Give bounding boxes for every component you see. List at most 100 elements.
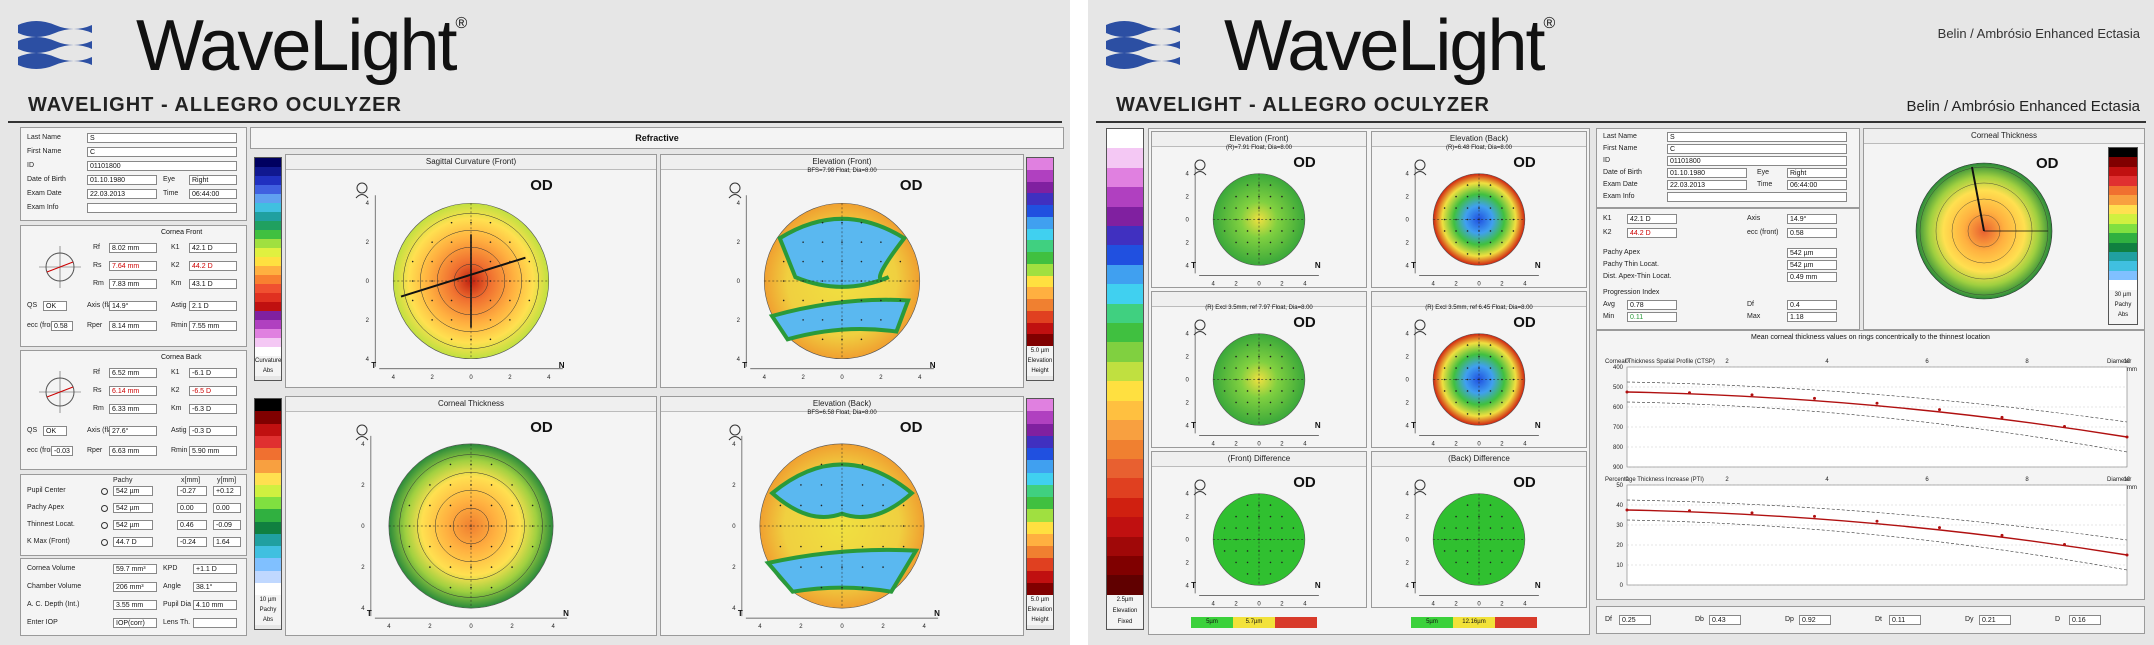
- data-point: [1875, 401, 1879, 405]
- temporal-label: T: [1411, 581, 1417, 590]
- pachy-value: 542 µm: [113, 486, 153, 496]
- svg-text:2: 2: [1454, 601, 1458, 607]
- indices-bar: Df 0.25 Db 0.43 Dp 0.92 Dt 0.11 Dy 0.21 D 0.16: [1596, 606, 2145, 634]
- head-view-icon[interactable]: [1191, 478, 1209, 496]
- patient-field-value[interactable]: 01101800: [87, 161, 237, 171]
- map-axes: 4 4 2 2 0 0 2 2 4 4: [361, 435, 568, 630]
- head-view-icon[interactable]: [726, 181, 744, 199]
- head-view-icon[interactable]: [1411, 318, 1429, 336]
- map-elevation-front[interactable]: Elevation (Front) BFS=7.98 Float, Dia=8.0…: [660, 154, 1024, 388]
- time-value[interactable]: 06:44:00: [189, 189, 237, 199]
- ectasia-map[interactable]: Elevation (Front) (R)=7.91 Float, Dia=8.0…: [1151, 131, 1367, 288]
- patient-field-value[interactable]: S: [87, 133, 237, 143]
- scale-swatch: [1027, 533, 1053, 546]
- svg-text:4: 4: [1523, 441, 1527, 447]
- ectasia-map[interactable]: (Front) Difference 4 4 2 2 0 0 2 2 4 4 OD T N: [1151, 451, 1367, 608]
- svg-text:2: 2: [1185, 355, 1189, 361]
- map-title: [1152, 292, 1366, 307]
- patient-field-value[interactable]: [1667, 192, 1847, 202]
- scale-swatch: [1027, 275, 1053, 288]
- topography-map[interactable]: 4 4 2 2 0 0 2 2 4 4: [1372, 308, 1586, 447]
- scale-swatch: [255, 158, 281, 167]
- topography-map[interactable]: 4 4 2 2 0 0 2 2 4 4: [1152, 468, 1366, 607]
- eye-od-label: OD: [530, 419, 553, 436]
- thickness-map-box[interactable]: Corneal Thickness OD 30 µm Pachy Abs: [1863, 128, 2145, 330]
- eye-value[interactable]: Right: [1787, 168, 1847, 178]
- temporal-label: T: [1411, 421, 1417, 430]
- svg-text:4: 4: [1405, 172, 1409, 178]
- head-view-icon[interactable]: [1191, 158, 1209, 176]
- svg-text:2: 2: [430, 375, 434, 381]
- scale-swatch: [1107, 129, 1143, 149]
- scale-swatch: [1107, 536, 1143, 556]
- map-sagittal[interactable]: Sagittal Curvature (Front) 4 4 2 2 0 0 2 2 4 4 OD T N: [285, 154, 657, 388]
- topography-map[interactable]: 4 4 2 2 0 0 2 2 4 4: [1152, 308, 1366, 447]
- elevation-scale: 2.5µm Elevation Fixed: [1106, 128, 1144, 630]
- head-view-icon[interactable]: [726, 423, 744, 441]
- scale-swatch: [1107, 226, 1143, 246]
- thickness-map[interactable]: [1864, 145, 2094, 329]
- map-elevation-back[interactable]: Elevation (Back) BFS=6.58 Float, Dia=8.00…: [660, 396, 1024, 636]
- time-value[interactable]: 06:44:00: [1787, 180, 1847, 190]
- temporal-label: T: [1191, 261, 1197, 270]
- eye-value[interactable]: Right: [189, 175, 237, 185]
- patient-field-value[interactable]: C: [87, 147, 237, 157]
- report-title: Belin / Ambrósio Enhanced Ectasia: [1906, 98, 2140, 115]
- ectasia-map[interactable]: (R) Excl 3.5mm, ref 7.97 Float, Dia=8.00…: [1151, 291, 1367, 448]
- svg-text:4: 4: [1303, 441, 1307, 447]
- head-view-icon[interactable]: [1411, 158, 1429, 176]
- svg-text:4: 4: [1185, 583, 1189, 589]
- patient-field-value[interactable]: 01101800: [1667, 156, 1847, 166]
- extra-value[interactable]: IOP(corr): [113, 618, 157, 628]
- topography-map[interactable]: 4 4 2 2 0 0 2 2 4 4: [286, 413, 656, 635]
- pachy-box: Pachy x[mm] y[mm] Pupil Center 542 µm -0.27 +0…: [20, 474, 247, 556]
- head-view-icon[interactable]: [353, 423, 371, 441]
- patient-field-value[interactable]: 22.03.2013: [1667, 180, 1747, 190]
- wavelight-logo-icon: [18, 21, 92, 69]
- topography-map[interactable]: 4 4 2 2 0 0 2 2 4 4: [1152, 148, 1366, 287]
- patient-field-label: ID: [27, 162, 34, 169]
- extra-value: 3.55 mm: [113, 600, 157, 610]
- scale-footer: Elevation: [1107, 605, 1143, 617]
- svg-text:2: 2: [366, 240, 370, 246]
- topography-map[interactable]: 4 4 2 2 0 0 2 2 4 4: [1372, 468, 1586, 607]
- extra-value: +1.1 D: [193, 564, 237, 574]
- scale-swatch: [255, 203, 281, 212]
- y-tick: 700: [1613, 425, 1624, 431]
- svg-text:2: 2: [801, 375, 805, 381]
- extra-value: 206 mm³: [113, 582, 157, 592]
- head-view-icon[interactable]: [353, 181, 371, 199]
- patient-field-value[interactable]: 22.03.2013: [87, 189, 157, 199]
- patient-field-value[interactable]: [87, 203, 237, 213]
- ectasia-map[interactable]: (Back) Difference 4 4 2 2 0 0 2 2 4 4 OD T N: [1371, 451, 1587, 608]
- scale-swatch: [255, 448, 281, 461]
- topography-map[interactable]: 4 4 2 2 0 0 2 2 4 4: [661, 413, 1023, 635]
- map-thickness[interactable]: Corneal Thickness 4 4 2 2 0 0 2 2 4 4 OD T N: [285, 396, 657, 636]
- temporal-label: T: [742, 361, 748, 370]
- scale-swatch: [255, 509, 281, 522]
- data-point: [1938, 526, 1941, 530]
- topography-map[interactable]: 4 4 2 2 0 0 2 2 4 4: [1372, 148, 1586, 287]
- ectasia-map[interactable]: Elevation (Back) (R)=6.48 Float, Dia=8.00…: [1371, 131, 1587, 288]
- head-view-icon[interactable]: [1191, 318, 1209, 336]
- param-label: K1: [171, 244, 180, 251]
- scale-footer: Pachy: [2109, 299, 2137, 310]
- data-point: [2125, 435, 2129, 439]
- scale-swatch: [1027, 411, 1053, 424]
- patient-field-value[interactable]: S: [1667, 132, 1847, 142]
- svg-text:0: 0: [1405, 378, 1409, 384]
- patient-field-value[interactable]: 01.10.1980: [1667, 168, 1747, 178]
- marker-icon: [101, 522, 108, 529]
- diameter-label: Diameter: [2107, 359, 2131, 365]
- extra-label: A. C. Depth (Int.): [27, 601, 80, 608]
- patient-field-value[interactable]: 01.10.1980: [87, 175, 157, 185]
- patient-field-label: First Name: [1603, 145, 1638, 152]
- head-view-icon[interactable]: [1411, 478, 1429, 496]
- topography-map[interactable]: 4 4 2 2 0 0 2 2 4 4: [286, 171, 656, 387]
- ectasia-map[interactable]: (R) Excl 3.5mm, ref 6.45 Float, Dia=8.00…: [1371, 291, 1587, 448]
- patient-field-value[interactable]: C: [1667, 144, 1847, 154]
- extra-label: Lens Th.: [163, 619, 191, 626]
- svg-text:4: 4: [1431, 441, 1435, 447]
- svg-text:2: 2: [1454, 281, 1458, 287]
- topography-map[interactable]: 4 4 2 2 0 0 2 2 4 4: [661, 171, 1023, 387]
